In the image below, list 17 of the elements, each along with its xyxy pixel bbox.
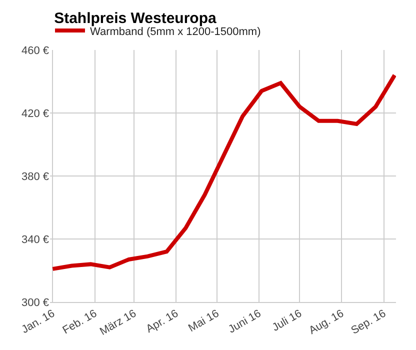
line-series	[50, 73, 396, 271]
x-tick-label: Jan. 16	[20, 308, 57, 336]
x-tick-label: Mai 16	[186, 308, 222, 335]
legend-label: Warmband (5mm x 1200-1500mm)	[90, 26, 261, 38]
x-tick-label: Apr. 16	[144, 308, 180, 336]
x-tick-label: Feb. 16	[60, 308, 100, 337]
x-tick-label: Aug. 16	[307, 308, 346, 338]
x-tick-label: März 16	[98, 308, 138, 338]
chart-title: Stahlpreis Westeuropa	[54, 10, 218, 27]
y-tick-label: 300 €	[21, 296, 49, 309]
y-tick-label: 340 €	[21, 234, 49, 246]
y-tick-label: 420 €	[21, 108, 49, 120]
x-tick-label: Sep. 16	[349, 308, 388, 338]
x-tick-label: Juli 16	[270, 308, 304, 334]
x-tick-label: Juni 16	[226, 308, 264, 336]
y-tick-label: 380 €	[21, 170, 49, 183]
y-tick-label: 460 €	[21, 44, 49, 57]
